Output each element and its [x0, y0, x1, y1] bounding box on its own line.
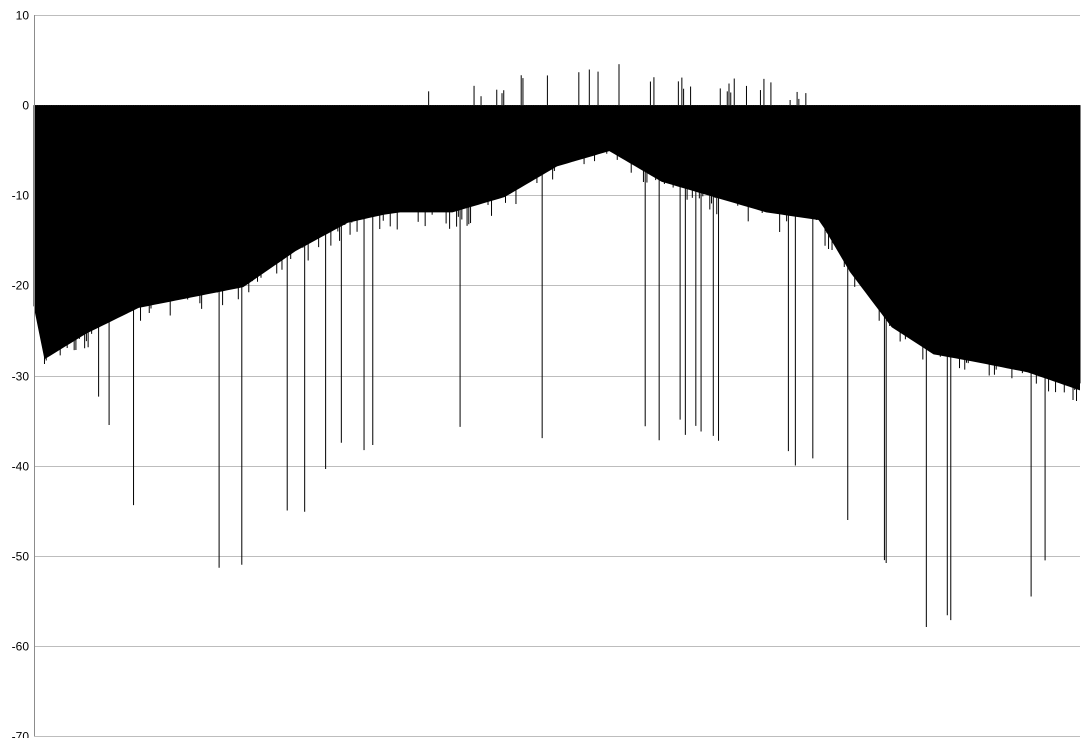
y-tick-label: -40: [12, 460, 30, 474]
y-tick-label: -70: [12, 730, 30, 738]
y-tick-label: -50: [12, 550, 30, 564]
y-tick-label: -60: [12, 640, 30, 654]
y-tick-label: 10: [16, 9, 30, 23]
y-tick-label: -10: [12, 189, 30, 203]
bars-layer: [33, 64, 1081, 627]
y-tick-label: -20: [12, 279, 30, 293]
y-tick-label: -30: [12, 370, 30, 384]
y-tick-label: 0: [22, 99, 29, 113]
y-tick-labels: 10 0 -10 -20 -30 -40 -50 -60 -70: [12, 9, 30, 738]
